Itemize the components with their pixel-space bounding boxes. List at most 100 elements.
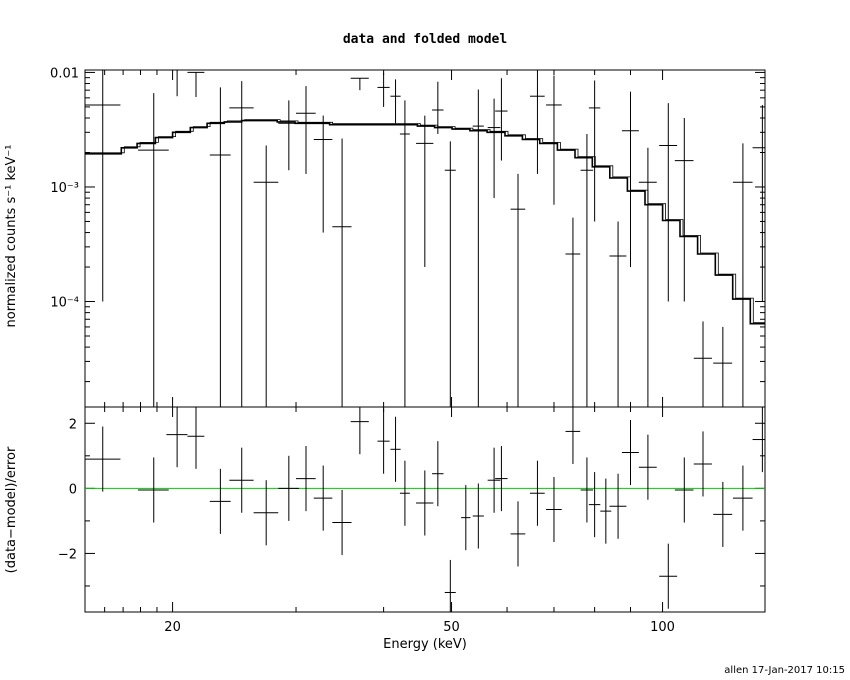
top-y-axis-label: normalized counts s⁻¹ keV⁻¹ <box>4 145 19 328</box>
residual-point <box>85 426 121 492</box>
x-tick-label: 20 <box>164 620 181 635</box>
residual-point <box>609 473 627 539</box>
data-point <box>137 93 169 407</box>
data-point <box>674 118 694 302</box>
data-point <box>530 70 545 174</box>
residual-point <box>416 470 434 536</box>
bottom-panel: −2 0 2 20 50 100 (data−model)/error Energy (… <box>4 406 766 652</box>
data-point <box>713 326 733 407</box>
data-point <box>278 100 300 171</box>
data-point <box>565 217 581 407</box>
residual-point <box>137 457 169 523</box>
residual-point <box>530 460 545 526</box>
folded-model-line <box>85 119 765 325</box>
data-point <box>659 103 678 302</box>
y-tick-label: 0 <box>69 482 77 497</box>
data-point <box>399 100 410 407</box>
residual-point <box>432 441 444 507</box>
data-point <box>350 77 369 91</box>
residual-point <box>472 483 484 549</box>
data-point <box>444 141 456 407</box>
footer-stamp: allen 17-Jan-2017 10:15 <box>724 665 845 676</box>
data-point <box>229 81 254 407</box>
residual-point <box>732 465 753 531</box>
data-point <box>313 115 333 233</box>
data-point <box>588 80 601 222</box>
y-tick-label: 10⁻⁴ <box>50 296 79 311</box>
data-point <box>752 104 765 302</box>
data-point <box>187 71 205 98</box>
residual-point <box>713 481 733 547</box>
residual-point <box>390 416 401 482</box>
bottom-x-axis: 20 50 100 <box>84 407 766 635</box>
residual-point <box>350 407 369 455</box>
residual-point <box>166 407 188 468</box>
residual-point <box>187 407 205 469</box>
data-point <box>85 70 121 302</box>
residual-point <box>209 468 231 534</box>
bottom-panel-frame <box>84 406 766 613</box>
top-y-axis: 0.01 10⁻³ 10⁻⁴ <box>50 66 765 383</box>
data-point <box>253 145 279 407</box>
residual-point <box>229 447 254 513</box>
data-point <box>472 89 484 407</box>
data-point <box>609 221 627 407</box>
residual-point <box>278 455 300 521</box>
residual-point <box>580 457 594 523</box>
data-points-layer <box>85 69 765 407</box>
residual-point <box>638 434 657 500</box>
y-tick-label: −2 <box>58 547 77 562</box>
data-point <box>377 72 390 107</box>
data-point <box>390 79 401 124</box>
data-point <box>732 143 753 407</box>
residual-point <box>659 543 678 609</box>
residual-point <box>546 476 562 543</box>
data-point <box>166 69 188 97</box>
y-tick-label: 10⁻³ <box>50 181 79 196</box>
residual-point <box>444 559 456 612</box>
residual-point <box>313 465 333 531</box>
data-point <box>432 81 444 135</box>
residual-point <box>510 501 526 567</box>
residual-point <box>621 420 639 486</box>
data-point <box>487 98 501 199</box>
data-point <box>495 78 508 161</box>
x-tick-label: 50 <box>443 620 460 635</box>
data-point <box>416 115 434 268</box>
top-panel: 0.01 10⁻³ 10⁻⁴ normalized counts s⁻¹ keV⁻¹ <box>4 66 766 408</box>
residual-point <box>693 431 712 497</box>
x-tick-label: 100 <box>650 620 675 635</box>
data-point <box>580 134 594 407</box>
data-point <box>209 87 231 407</box>
residual-point <box>588 472 601 538</box>
data-point <box>638 147 657 407</box>
residual-point <box>399 460 410 526</box>
y-tick-label: 2 <box>69 417 77 432</box>
residual-point <box>495 446 508 512</box>
folded-model-layer <box>85 119 765 325</box>
residual-point <box>253 480 279 546</box>
top-x-axis-ticks <box>84 70 766 407</box>
data-point <box>296 86 316 174</box>
residual-point <box>600 478 612 544</box>
data-point <box>546 75 562 205</box>
residual-points-layer <box>85 407 765 612</box>
chart-title: data and folded model <box>343 32 507 47</box>
bottom-y-axis: −2 0 2 <box>58 417 765 587</box>
data-point <box>332 138 352 407</box>
y-tick-label: 0.01 <box>50 66 79 81</box>
folded-model-line-alt <box>88 119 765 324</box>
residual-point <box>565 407 581 464</box>
bottom-y-axis-label: (data−model)/error <box>4 446 19 573</box>
residual-point <box>487 447 501 513</box>
residual-point <box>332 489 352 556</box>
data-point <box>621 91 639 268</box>
residual-point <box>296 446 316 512</box>
data-point <box>693 321 712 407</box>
residual-point <box>674 457 694 523</box>
residual-point <box>461 485 471 551</box>
residual-point <box>377 408 390 474</box>
data-point <box>510 173 526 407</box>
x-axis-label: Energy (keV) <box>383 637 467 652</box>
